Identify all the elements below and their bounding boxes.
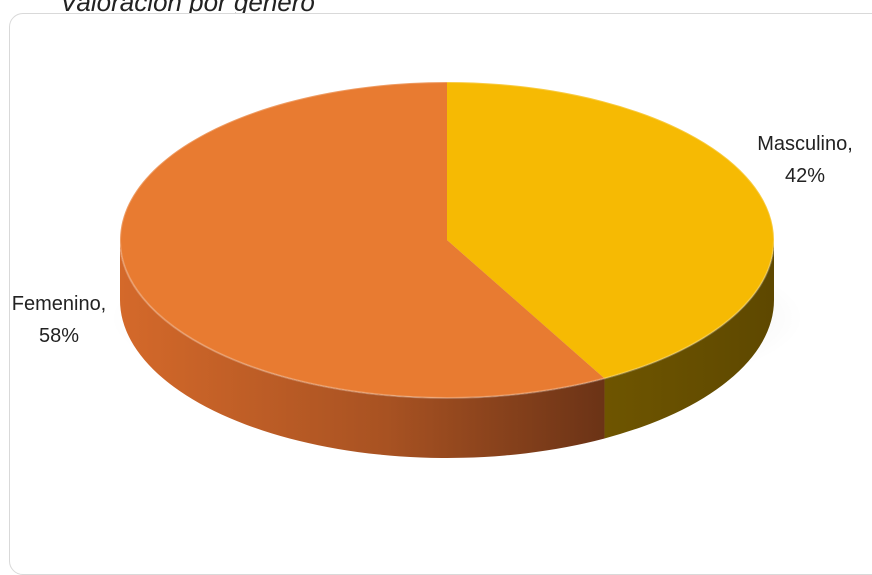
pie-slice-masculino [447,82,774,379]
pie-slice-femenino [119,82,605,398]
chart-title: Valoración por género [60,0,315,17]
data-label-femenino-name: Femenino, [12,293,107,315]
pie-rim [119,81,775,399]
data-label-masculino-value: 42% [785,165,825,187]
data-label-femenino-value: 58% [39,325,79,347]
pie-side-masculino [604,240,774,439]
pie-chart: Masculino, 42% Femenino, 58% [12,81,853,458]
pie-side-femenino [120,240,605,458]
data-label-masculino-name: Masculino, [757,133,853,155]
